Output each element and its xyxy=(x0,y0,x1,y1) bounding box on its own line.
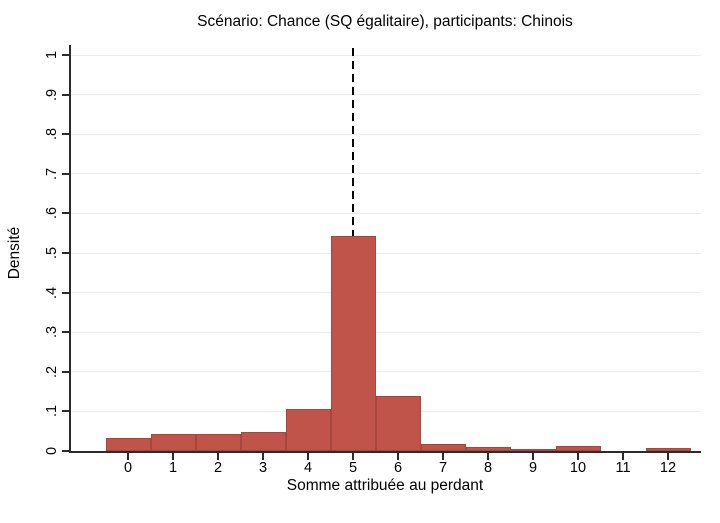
gridline xyxy=(70,133,701,135)
histogram-bar xyxy=(150,434,196,451)
gridline xyxy=(70,252,701,254)
x-tick-label: 11 xyxy=(615,460,631,476)
chart-title: Scénario: Chance (SQ égalitaire), partic… xyxy=(197,13,573,30)
y-tick-label: .2 xyxy=(44,365,60,378)
gridline xyxy=(70,331,701,333)
x-tick-label: 0 xyxy=(123,460,133,476)
y-tick-label: 0 xyxy=(44,446,60,456)
histogram-bar xyxy=(555,446,601,451)
x-tick xyxy=(172,453,174,460)
x-tick xyxy=(262,453,264,460)
x-tick xyxy=(307,453,309,460)
y-axis-line xyxy=(69,45,71,453)
x-tick xyxy=(622,453,624,460)
y-tick xyxy=(62,93,70,96)
y-tick xyxy=(62,54,70,56)
x-tick-label: 12 xyxy=(659,460,677,476)
x-axis-line xyxy=(69,451,701,453)
x-tick-label: 1 xyxy=(168,460,178,476)
histogram-bar xyxy=(240,431,286,451)
y-tick-label: .3 xyxy=(44,326,60,339)
y-tick-label: .4 xyxy=(44,286,60,299)
x-tick xyxy=(577,453,579,460)
x-tick xyxy=(532,453,534,460)
y-tick xyxy=(62,133,70,136)
x-tick xyxy=(352,453,354,460)
histogram-bar xyxy=(465,447,511,451)
y-tick xyxy=(62,212,70,215)
y-tick xyxy=(62,291,70,294)
y-tick-label: .7 xyxy=(44,167,60,180)
y-tick xyxy=(62,370,70,373)
gridline xyxy=(70,94,701,96)
gridline xyxy=(70,371,701,373)
x-axis-label: Somme attribuée au perdant xyxy=(286,477,484,494)
histogram-bar xyxy=(420,443,466,451)
x-tick xyxy=(127,453,129,460)
x-tick-label: 7 xyxy=(438,460,448,476)
y-tick-label: .5 xyxy=(44,246,60,260)
histogram-bar xyxy=(195,434,241,451)
y-tick-label: .1 xyxy=(44,405,60,418)
y-tick-label: .8 xyxy=(44,128,60,141)
y-tick xyxy=(62,172,70,175)
histogram-bar xyxy=(375,396,421,451)
y-tick xyxy=(62,450,70,452)
x-tick xyxy=(217,453,219,460)
histogram-bar xyxy=(105,437,151,451)
x-tick-label: 6 xyxy=(393,460,403,476)
x-tick-label: 4 xyxy=(303,460,313,476)
x-tick xyxy=(397,453,399,460)
histogram-bar xyxy=(330,236,376,451)
x-tick-label: 10 xyxy=(569,460,587,476)
x-tick-label: 8 xyxy=(483,460,493,476)
x-tick xyxy=(487,453,489,460)
gridline xyxy=(70,292,701,294)
y-tick-label: .6 xyxy=(44,207,60,220)
x-tick xyxy=(442,453,444,460)
y-tick xyxy=(62,410,70,413)
gridline xyxy=(70,212,701,214)
histogram-bar xyxy=(645,448,691,451)
x-tick-label: 3 xyxy=(258,460,268,476)
y-tick-label: .9 xyxy=(44,88,60,101)
x-tick xyxy=(667,453,669,460)
histogram-bar xyxy=(285,409,331,451)
x-tick-label: 2 xyxy=(213,460,223,476)
y-tick-label: 1 xyxy=(44,50,60,60)
gridline xyxy=(70,54,701,56)
histogram-bar xyxy=(510,449,556,452)
y-tick xyxy=(62,252,70,254)
x-tick-label: 9 xyxy=(528,460,538,476)
y-tick xyxy=(62,331,70,334)
x-tick-label: 5 xyxy=(348,460,358,476)
gridline xyxy=(70,173,701,175)
